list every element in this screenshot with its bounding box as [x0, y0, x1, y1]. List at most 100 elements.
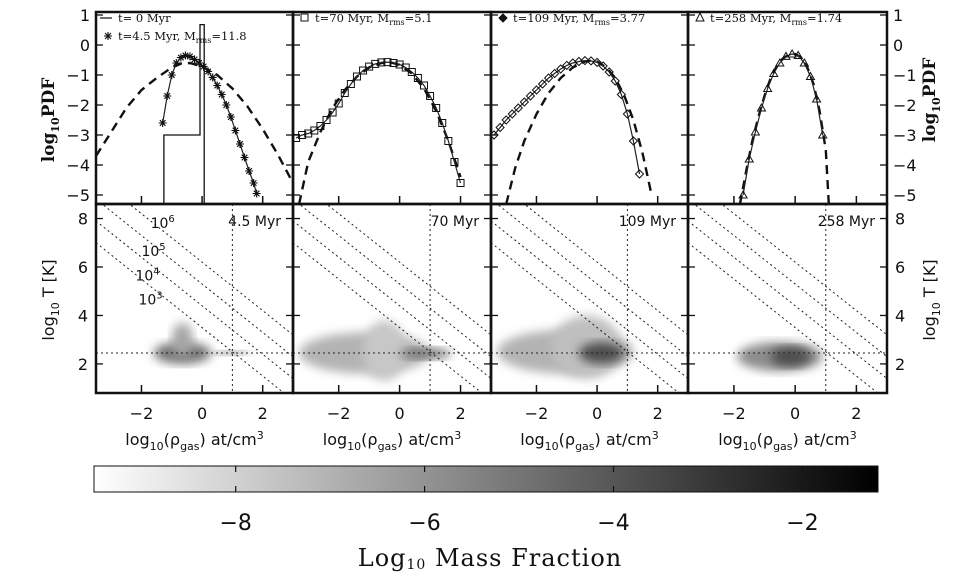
x-tick-label: 2 — [653, 404, 663, 423]
isobar-label: 104 — [135, 266, 159, 284]
phase-frame — [94, 202, 295, 395]
colorbar-ticks: −8 −6 −4 −2 — [219, 466, 819, 536]
isobar-line — [491, 242, 680, 393]
isobar-line — [101, 204, 293, 358]
pdf-point — [525, 91, 536, 101]
pdf-point — [226, 113, 235, 121]
pdf-point — [413, 74, 422, 82]
pdf-point — [231, 126, 240, 135]
x-axis-title: log10(ρgas) at/cm3 — [323, 429, 461, 453]
phase-plot-area — [491, 204, 688, 393]
legend-entry: t=4.5 Myr, Mrms=11.8 — [104, 29, 247, 45]
isobar-line — [96, 220, 293, 379]
time-label: 258 Myr — [818, 214, 876, 230]
temp-tick-label-right: 2 — [895, 355, 905, 374]
pdf-frame — [291, 10, 493, 206]
isobar-line — [693, 204, 887, 358]
pdf-point — [158, 119, 167, 127]
pdf-point — [781, 51, 791, 60]
pdf-point — [322, 116, 331, 124]
x-tick-label: 0 — [197, 404, 207, 423]
x-axis-title: log10(ρgas) at/cm3 — [125, 429, 263, 453]
pdf-point — [401, 63, 410, 72]
pdf-point — [793, 50, 804, 59]
colorbar-gradient — [93, 465, 879, 493]
colorbar-tick-label: −6 — [408, 511, 440, 536]
pdf-point — [352, 72, 361, 81]
x-tick-label: −2 — [722, 404, 746, 423]
legend-entry: t=258 Myr, Mrms=1.74 — [695, 11, 842, 27]
pdf-point — [444, 137, 453, 145]
x-tick-label: −2 — [327, 404, 351, 423]
pdf-point — [519, 97, 530, 107]
pdf-point — [604, 67, 614, 77]
gas-distribution — [171, 322, 193, 357]
temp-tick-label-right: 6 — [895, 258, 905, 277]
pdf-point — [176, 53, 185, 62]
legend-label: t=4.5 Myr, Mrms=11.8 — [118, 29, 247, 45]
isobar-line — [298, 204, 491, 358]
pdf-point — [252, 189, 261, 198]
pdf-point — [549, 68, 560, 79]
pdf-point — [181, 51, 190, 60]
pdf-point — [438, 119, 447, 127]
pdf-axis-title-left: log10PDF — [39, 78, 62, 163]
pdf-point — [805, 71, 816, 80]
legend-label: t=109 Myr, Mrms=3.77 — [513, 11, 645, 27]
pdf-point — [744, 153, 755, 163]
pdf-point — [634, 169, 645, 179]
pdf-point — [811, 93, 822, 103]
pdf-point — [208, 73, 217, 82]
pdf-point — [495, 122, 505, 133]
gas-distribution — [770, 346, 811, 367]
pdf-tick-label-left: −3 — [66, 126, 90, 145]
pdf-point — [450, 158, 459, 166]
sim-pdf-line — [493, 59, 641, 175]
time-label: 4.5 Myr — [228, 214, 281, 230]
pdf-point — [426, 92, 435, 100]
pdf-point — [213, 81, 222, 90]
isobar-line — [688, 242, 879, 393]
colorbar: −8 −6 −4 −2 Log10 Mass Fraction — [93, 465, 879, 573]
pdf-tick-label-right: −4 — [893, 156, 917, 175]
isobar-label: 105 — [141, 242, 165, 260]
isobar-line — [96, 242, 285, 393]
pdf-plot-area — [96, 23, 293, 204]
x-tick-label: 2 — [258, 404, 268, 423]
time-label: 70 Myr — [431, 214, 480, 230]
pdf-point — [217, 90, 226, 99]
pdf-point — [346, 80, 355, 88]
pdf-tick-label-right: −3 — [893, 126, 917, 145]
pdf-point — [167, 71, 176, 79]
phase-plot-area — [688, 204, 887, 393]
pdf-point — [531, 85, 542, 95]
isobar-line — [293, 220, 491, 379]
pdf-frame — [489, 10, 690, 206]
pdf-tick-label-left: −4 — [66, 156, 90, 175]
pdf-point — [172, 59, 181, 67]
isobar-label: 103 — [138, 291, 162, 309]
legend-entry: t=109 Myr, Mrms=3.77 — [498, 11, 645, 27]
x-tick-label: 2 — [851, 404, 861, 423]
pdf-point — [377, 58, 386, 67]
isobar-line — [523, 204, 688, 336]
phase-plot-area — [96, 204, 293, 393]
pdf-point — [199, 62, 208, 71]
pdf-point — [334, 99, 343, 108]
pdf-point — [622, 109, 633, 119]
pdf-tick-label-right: −1 — [893, 66, 917, 85]
legend-label: t= 0 Myr — [118, 11, 171, 25]
pdf-point — [598, 61, 608, 71]
x-axis-title: log10(ρgas) at/cm3 — [718, 429, 856, 453]
sim-pdf-line — [162, 54, 258, 194]
isobar-line — [720, 204, 887, 336]
pdf-point — [543, 73, 554, 83]
pdf-point — [799, 57, 810, 67]
pdf-point — [537, 79, 548, 89]
phase-plot-area — [293, 204, 491, 393]
pdf-plot-area — [491, 55, 653, 204]
pdf-point — [419, 81, 428, 90]
pdf-point — [768, 68, 779, 77]
